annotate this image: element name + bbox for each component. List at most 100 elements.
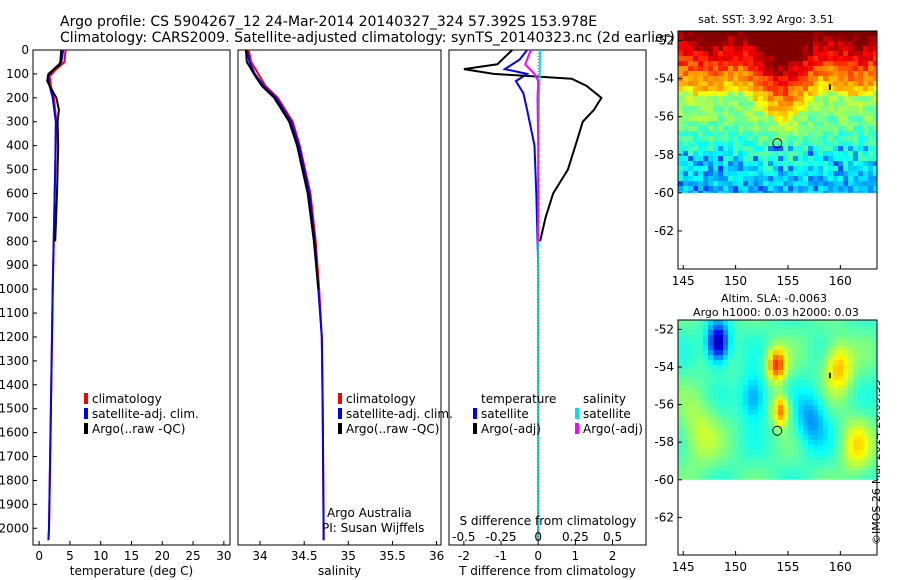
heat-cell: [763, 450, 768, 455]
heat-cell: [688, 56, 693, 61]
heat-cell: [803, 71, 808, 76]
heat-cell: [858, 385, 863, 390]
heat-cell: [873, 455, 877, 460]
heat-cell: [738, 360, 743, 365]
heat-cell: [708, 166, 713, 171]
heat-cell: [773, 41, 778, 46]
heat-cell: [788, 340, 793, 345]
heat-cell: [873, 320, 877, 325]
heat-cell: [733, 340, 738, 345]
heat-cell: [853, 171, 858, 176]
heat-cell: [678, 96, 683, 101]
heat-cell: [678, 56, 683, 61]
heat-cell: [828, 96, 833, 101]
salinity-xlabel: salinity: [318, 564, 361, 578]
heat-cell: [703, 96, 708, 101]
heat-cell: [683, 325, 688, 330]
heat-cell: [863, 450, 868, 455]
heat-cell: [693, 380, 698, 385]
heat-cell: [758, 340, 763, 345]
heat-cell: [843, 146, 848, 151]
heat-cell: [853, 465, 858, 470]
heat-cell: [738, 365, 743, 370]
heat-cell: [708, 355, 713, 360]
difference-top-tick-label: -0.25: [486, 530, 517, 544]
heat-cell: [738, 61, 743, 66]
heat-cell: [738, 146, 743, 151]
heat-cell: [853, 420, 858, 425]
heat-cell: [833, 66, 838, 71]
heat-cell: [843, 161, 848, 166]
heat-cell: [853, 320, 858, 325]
heat-cell: [713, 151, 718, 156]
heat-cell: [803, 320, 808, 325]
heat-cell: [818, 56, 823, 61]
heat-cell: [713, 450, 718, 455]
heat-cell: [723, 91, 728, 96]
heat-cell: [683, 161, 688, 166]
heat-cell: [873, 340, 877, 345]
heat-cell: [768, 370, 773, 375]
heat-cell: [788, 405, 793, 410]
heat-cell: [818, 131, 823, 136]
heat-cell: [858, 41, 863, 46]
heat-cell: [753, 320, 758, 325]
heat-cell: [733, 146, 738, 151]
heat-cell: [793, 335, 798, 340]
heat-cell: [808, 420, 813, 425]
heat-cell: [728, 156, 733, 161]
heat-cell: [718, 156, 723, 161]
heat-cell: [678, 425, 683, 430]
heat-cell: [728, 445, 733, 450]
heat-cell: [723, 56, 728, 61]
heat-cell: [848, 181, 853, 186]
heat-cell: [733, 385, 738, 390]
heat-cell: [823, 405, 828, 410]
heat-cell: [748, 460, 753, 465]
heat-cell: [788, 71, 793, 76]
heat-cell: [813, 136, 818, 141]
heat-cell: [768, 455, 773, 460]
heat-cell: [678, 450, 683, 455]
heat-cell: [708, 76, 713, 81]
heat-cell: [703, 380, 708, 385]
heat-cell: [688, 66, 693, 71]
heat-cell: [838, 111, 843, 116]
heat-cell: [818, 370, 823, 375]
heat-cell: [868, 146, 873, 151]
heat-cell: [738, 465, 743, 470]
heat-cell: [748, 126, 753, 131]
heat-cell: [813, 435, 818, 440]
heat-cell: [813, 36, 818, 41]
heat-cell: [848, 465, 853, 470]
heat-cell: [693, 116, 698, 121]
heat-cell: [748, 166, 753, 171]
depth-tick-label: 0: [21, 43, 29, 57]
heat-cell: [778, 410, 783, 415]
heat-cell: [743, 191, 748, 193]
heat-cell: [873, 101, 877, 106]
heat-cell: [788, 420, 793, 425]
heat-cell: [718, 350, 723, 355]
heat-cell: [713, 420, 718, 425]
heat-cell: [843, 41, 848, 46]
heat-cell: [723, 126, 728, 131]
heat-cell: [843, 340, 848, 345]
heat-cell: [853, 36, 858, 41]
heat-cell: [753, 36, 758, 41]
heat-cell: [753, 61, 758, 66]
heat-cell: [833, 375, 838, 380]
heat-cell: [703, 101, 708, 106]
lat-tick-label: -52: [654, 34, 674, 48]
heat-cell: [803, 350, 808, 355]
heat-cell: [838, 96, 843, 101]
heat-cell: [768, 46, 773, 51]
heat-cell: [688, 330, 693, 335]
heat-cell: [873, 41, 877, 46]
heat-cell: [853, 395, 858, 400]
heat-cell: [808, 91, 813, 96]
heat-cell: [808, 116, 813, 121]
heat-cell: [743, 365, 748, 370]
heat-cell: [803, 56, 808, 61]
heat-cell: [773, 101, 778, 106]
